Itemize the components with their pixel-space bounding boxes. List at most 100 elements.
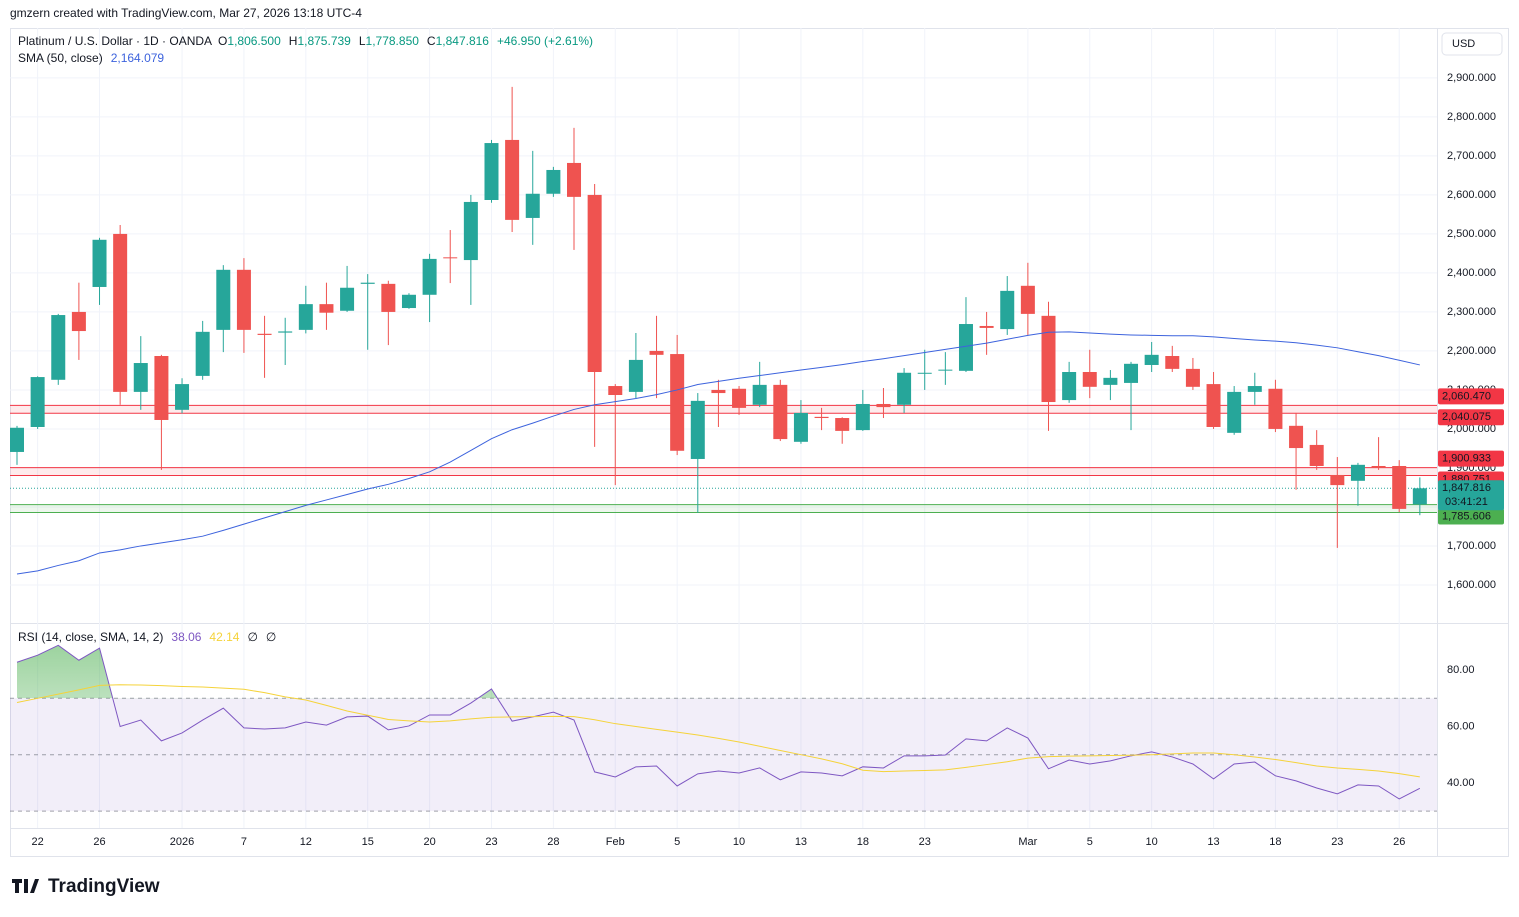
candle-body [422, 258, 437, 295]
candle-body [1330, 474, 1345, 486]
candle-body [10, 427, 24, 452]
y-tick-label: 2,800.000 [1447, 111, 1496, 123]
currency[interactable]: USD [1452, 38, 1475, 50]
candle-body [484, 143, 499, 200]
x-tick-label: 23 [1331, 836, 1343, 848]
candle-body [1185, 368, 1200, 387]
candle-body [381, 283, 396, 312]
candle-body [30, 377, 45, 427]
x-tick-label: 23 [919, 836, 931, 848]
candle-body [1103, 377, 1118, 385]
candle-body [216, 269, 231, 330]
x-tick-label: 5 [1087, 836, 1093, 848]
candle-body [1412, 488, 1427, 505]
candle-body [1144, 354, 1159, 365]
sma-value: 2,164.079 [111, 51, 165, 65]
zone-label-bg [1438, 388, 1504, 405]
candle-body [401, 294, 416, 309]
candle-body [1309, 444, 1324, 466]
rsi-legend-value: 38.06 [171, 630, 201, 644]
x-tick-label: Feb [606, 836, 625, 848]
x-tick-label: 26 [1393, 836, 1405, 848]
y-tick-label: 2,600.000 [1447, 189, 1496, 201]
ohlc-key: H [289, 34, 298, 48]
countdown: 03:41:21 [1445, 496, 1488, 508]
zone-label-bg [1438, 450, 1504, 467]
candle-body [154, 356, 169, 420]
sma-name: SMA (50, close) [18, 51, 103, 65]
candle-body [1020, 285, 1035, 314]
candle-body [793, 412, 808, 442]
candle-body [525, 193, 540, 218]
candle-body [1206, 384, 1221, 427]
candle-body [463, 201, 478, 261]
ohlc-value: 1,875.739 [297, 34, 351, 48]
rsi-line [16, 684, 1420, 778]
x-tick-label: 5 [674, 836, 680, 848]
ohlc-value: 1,778.850 [366, 34, 420, 48]
rsi-title: RSI (14, close, SMA, 14, 2) [18, 630, 163, 644]
candle-body [51, 315, 66, 380]
currency-button[interactable] [1441, 32, 1503, 56]
x-tick-label: 10 [733, 836, 745, 848]
y-tick-label: 2,900.000 [1447, 72, 1496, 84]
candle-body [732, 388, 747, 408]
candle-body [752, 384, 767, 405]
candle-body [1392, 465, 1407, 509]
candle-body [938, 369, 953, 371]
candle-body [113, 233, 128, 392]
candle-body [1124, 363, 1139, 383]
ohlc-value: 1,847.816 [436, 34, 490, 48]
zone-label: 1,900.933 [1442, 452, 1491, 464]
rsi-tick-label: 80.00 [1447, 664, 1475, 676]
logo [12, 879, 39, 893]
x-tick-label: 20 [423, 836, 435, 848]
x-tick-label: 13 [1207, 836, 1219, 848]
candle-body [298, 304, 313, 330]
rsi-line [16, 644, 1421, 800]
candle-body [855, 403, 870, 431]
candle-body [897, 372, 912, 405]
x-tick-label: 15 [362, 836, 374, 848]
candle-body [340, 287, 355, 311]
x-tick-label: Mar [1018, 836, 1037, 848]
candle-body [649, 350, 664, 355]
y-tick-label: 2,200.000 [1447, 345, 1496, 357]
last-price-label: 1,847.816 [1442, 482, 1491, 494]
x-tick-label: 26 [93, 836, 105, 848]
zone-label: 2,060.470 [1442, 390, 1491, 402]
candle-body [360, 282, 375, 284]
y-tick-label: 2,000.000 [1447, 423, 1496, 435]
candle-body [1289, 425, 1304, 449]
x-tick-label: 18 [1269, 836, 1281, 848]
candle-body [546, 169, 561, 194]
symbol-legend: Platinum / U.S. Dollar · 1D · OANDA O1,80… [18, 34, 593, 48]
candle-body [1350, 464, 1365, 481]
candle-body [835, 418, 850, 431]
candle-body [195, 331, 210, 376]
x-tick-label: 12 [300, 836, 312, 848]
candle-body [92, 239, 107, 287]
change: +46.950 (+2.61%) [497, 34, 593, 48]
candle-body [1268, 388, 1283, 429]
rsi-tick-label: 40.00 [1447, 777, 1475, 789]
candle-body [1082, 371, 1097, 387]
x-tick-label: 13 [795, 836, 807, 848]
candle-body [690, 400, 705, 459]
x-tick-label: 7 [241, 836, 247, 848]
y-tick-label: 2,500.000 [1447, 228, 1496, 240]
sma-line [16, 331, 1420, 575]
candle-body [587, 194, 602, 372]
x-tick-label: 2026 [170, 836, 194, 848]
rsi-legend-value: 42.14 [209, 630, 239, 644]
candle-body [257, 333, 272, 335]
candle-body [443, 257, 458, 259]
zone-label: 1,785.606 [1442, 510, 1491, 522]
candle-body [319, 304, 334, 313]
zone [10, 405, 1437, 414]
rsi-tick-label: 60.00 [1447, 720, 1475, 732]
y-tick-label: 2,700.000 [1447, 150, 1496, 162]
candle-body [567, 162, 582, 197]
x-tick-label: 10 [1146, 836, 1158, 848]
sma-legend: SMA (50, close) 2,164.079 [18, 51, 164, 65]
